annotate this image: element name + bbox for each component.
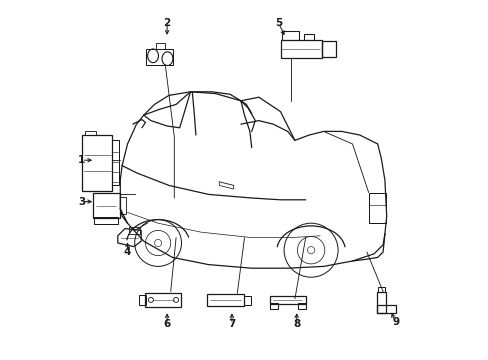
- Text: 3: 3: [78, 197, 85, 207]
- Text: 6: 6: [163, 319, 170, 329]
- Text: 1: 1: [78, 155, 85, 165]
- Text: 4: 4: [123, 247, 131, 257]
- Text: 8: 8: [292, 319, 300, 329]
- Text: 2: 2: [163, 18, 170, 28]
- Text: 7: 7: [228, 319, 235, 329]
- Text: 9: 9: [391, 317, 398, 327]
- Text: 5: 5: [275, 18, 282, 28]
